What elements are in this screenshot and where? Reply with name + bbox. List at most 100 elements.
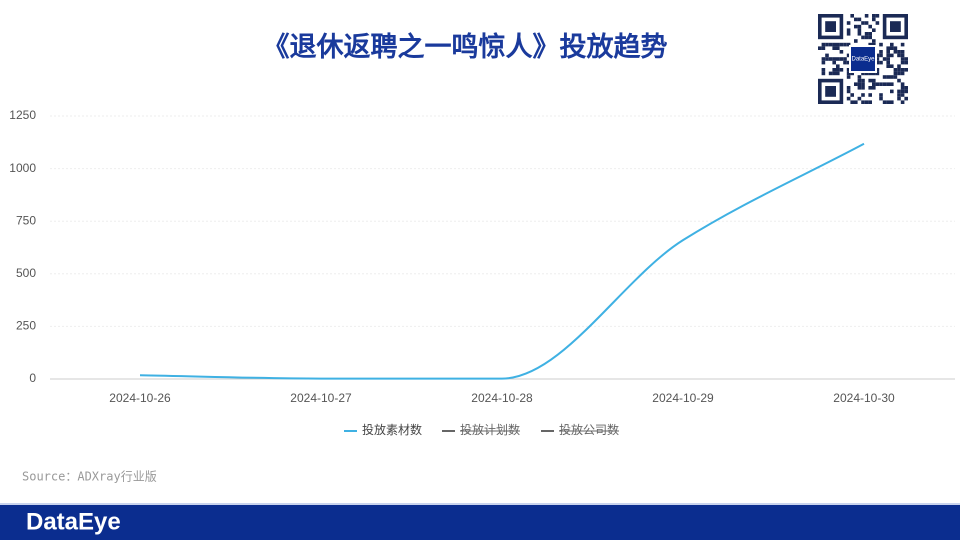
qr-cell	[828, 71, 833, 76]
qr-cell	[886, 100, 890, 104]
qr-cell	[839, 50, 844, 54]
qr-cell	[879, 96, 883, 101]
qr-cell	[861, 82, 865, 86]
qr-cell	[875, 53, 880, 58]
qr-cell	[836, 68, 840, 72]
qr-cell	[857, 24, 862, 29]
qr-cell	[875, 57, 880, 61]
qr-cell	[868, 42, 872, 47]
qr-cell	[904, 60, 908, 65]
qr-cell	[900, 53, 905, 58]
qr-cell	[875, 68, 880, 72]
qr-cell	[868, 24, 872, 29]
qr-cell	[872, 14, 876, 18]
qr-cell	[879, 50, 883, 54]
qr-cell	[868, 78, 872, 83]
qr-cell	[890, 89, 894, 94]
qr-cell	[854, 39, 858, 43]
qr-cell	[897, 96, 901, 101]
qr-cell	[854, 100, 858, 104]
qr-cell	[868, 86, 872, 90]
qr-cell	[890, 42, 894, 47]
qr-cell	[861, 100, 865, 104]
qr-cell	[872, 82, 876, 86]
qr-cell	[897, 71, 901, 76]
footer-logo: DataEye	[26, 508, 121, 535]
qr-cell	[836, 71, 840, 76]
qr-cell	[872, 71, 876, 76]
qr-cell	[900, 100, 905, 104]
qr-cell	[857, 32, 862, 36]
qr-cell	[857, 78, 862, 83]
qr-cell	[904, 89, 908, 94]
qr-cell	[879, 93, 883, 97]
y-tick-label: 0	[29, 371, 36, 385]
qr-code: DataEye	[817, 14, 908, 104]
qr-cell	[832, 57, 836, 61]
x-tick-label: 2024-10-28	[471, 391, 533, 405]
legend-label: 投放公司数	[559, 422, 619, 437]
qr-cell	[886, 53, 890, 58]
qr-cell	[886, 60, 890, 65]
qr-cell	[825, 53, 829, 58]
qr-cell	[839, 68, 844, 72]
qr-logo-box	[849, 45, 877, 73]
qr-cell	[821, 60, 826, 65]
qr-cell	[843, 57, 847, 61]
qr-cell	[872, 28, 876, 32]
footer-rule	[0, 503, 960, 505]
qr-cell	[828, 42, 833, 47]
qr-cell	[893, 75, 898, 79]
y-tick-label: 1250	[9, 108, 36, 122]
qr-cell	[846, 32, 851, 36]
qr-cell	[857, 17, 862, 22]
qr-cell	[825, 57, 829, 61]
qr-logo: DataEye	[851, 57, 875, 63]
qr-cell	[893, 46, 898, 50]
qr-cell	[846, 42, 851, 47]
source-note: Source：ADXray行业版	[22, 470, 157, 484]
legend-label: 投放素材数	[362, 422, 422, 437]
chart-title: 《退休返聘之一鸣惊人》投放趋势	[263, 31, 668, 62]
qr-cell	[818, 46, 822, 50]
qr-cell	[897, 68, 901, 72]
qr-cell	[846, 96, 851, 101]
qr-cell	[900, 57, 905, 61]
qr-cell	[857, 75, 862, 79]
y-tick-label: 750	[16, 213, 36, 227]
qr-cell	[832, 71, 836, 76]
qr-cell	[836, 46, 840, 50]
y-tick-label: 500	[16, 266, 36, 280]
qr-cell	[897, 89, 901, 94]
qr-cell	[864, 100, 869, 104]
x-tick-label: 2024-10-29	[652, 391, 714, 405]
qr-finder-core	[890, 21, 901, 32]
qr-cell	[857, 28, 862, 32]
footer-bar	[0, 505, 960, 540]
qr-finder-core	[825, 86, 836, 97]
qr-cell	[900, 68, 905, 72]
qr-cell	[890, 82, 894, 86]
qr-cell	[886, 75, 890, 79]
qr-cell	[854, 24, 858, 29]
qr-cell	[825, 42, 829, 47]
qr-cell	[886, 46, 890, 50]
qr-cell	[854, 17, 858, 22]
qr-cell	[861, 71, 865, 76]
qr-cell	[879, 42, 883, 47]
qr-cell	[897, 78, 901, 83]
qr-cell	[836, 57, 840, 61]
qr-cell	[832, 68, 836, 72]
qr-cell	[879, 53, 883, 58]
qr-cell	[893, 71, 898, 76]
qr-cell	[861, 93, 865, 97]
qr-cell	[832, 42, 836, 47]
qr-cell	[864, 35, 869, 40]
qr-cell	[868, 100, 872, 104]
qr-cell	[861, 86, 865, 90]
qr-cell	[879, 82, 883, 86]
qr-cell	[868, 71, 872, 76]
qr-finder	[882, 14, 908, 40]
qr-cell	[861, 78, 865, 83]
